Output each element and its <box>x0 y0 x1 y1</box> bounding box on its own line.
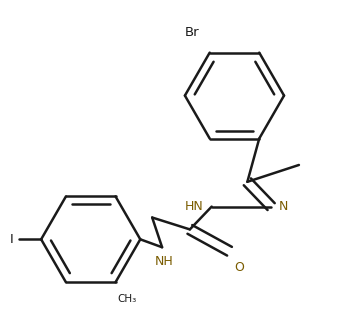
Text: HN: HN <box>185 200 204 213</box>
Text: I: I <box>10 233 14 246</box>
Text: N: N <box>279 200 288 213</box>
Text: O: O <box>235 261 244 274</box>
Text: NH: NH <box>155 255 174 268</box>
Text: CH₃: CH₃ <box>118 294 137 304</box>
Text: Br: Br <box>185 26 199 39</box>
